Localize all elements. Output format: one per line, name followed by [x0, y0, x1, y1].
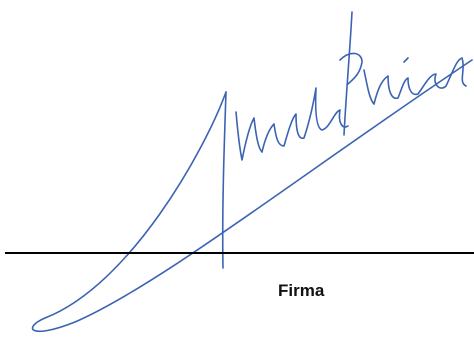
signature-stroke	[403, 57, 409, 63]
signature-stroke	[343, 11, 353, 136]
signature	[31, 11, 473, 333]
signature-stroke	[363, 57, 467, 105]
signature-stroke	[31, 59, 473, 333]
signature-stroke	[235, 87, 349, 161]
signature-label: Firma	[278, 281, 325, 300]
signature-stroke	[221, 91, 227, 269]
signature-stroke	[339, 52, 363, 85]
